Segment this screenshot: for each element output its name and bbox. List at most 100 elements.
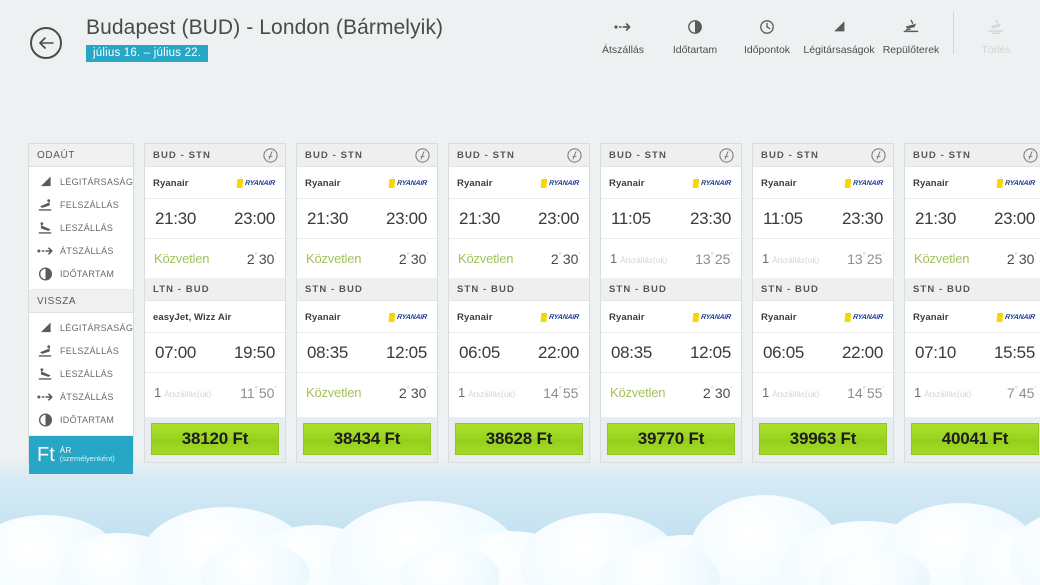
toolbar-item--tsz-ll-s[interactable]: Átszállás	[587, 10, 659, 56]
arrive-time: 23:00	[385, 208, 427, 228]
leg-stops-inbound: Közvetlen 2°30'	[297, 372, 437, 412]
filter-return-lesz-ll-s[interactable]: LESZÁLLÁS	[29, 362, 133, 385]
duration-value: 13°25'	[695, 250, 732, 267]
filter-return-felsz-ll-s[interactable]: FELSZÁLLÁS	[29, 339, 133, 362]
duration-pie-icon	[38, 266, 53, 281]
leg-airline-inbound: Ryanair RYANAIR	[297, 301, 437, 332]
leg-header-inbound: STN - BUD	[905, 278, 1040, 301]
toolbar-item-rep-l-terek[interactable]: Repülőterek	[875, 10, 947, 56]
leg-airline-outbound: Ryanair RYANAIR	[905, 167, 1040, 198]
price-filter-sublabel: (személyenként)	[59, 454, 115, 464]
price-button[interactable]: 38120 Ft	[151, 423, 279, 455]
transfer-arrow-icon	[37, 243, 54, 258]
flight-circle-icon	[1023, 148, 1038, 163]
filter-return-l-git-rsas-g[interactable]: LÉGITÁRSASÁG	[29, 316, 133, 339]
leg-route: STN - BUD	[761, 284, 819, 295]
airline-logo: RYANAIR	[996, 178, 1039, 188]
toolbar-item-id-tartam[interactable]: Időtartam	[659, 10, 731, 56]
leg-header-outbound: BUD - STN	[753, 144, 893, 167]
filter-return-id-tartam[interactable]: IDŐTARTAM	[29, 408, 133, 431]
landing-icon	[37, 220, 54, 235]
cloud-puff	[200, 543, 310, 585]
back-button[interactable]	[30, 27, 62, 59]
leg-times-inbound: 07:10 15:55	[905, 332, 1040, 372]
airline-name: Ryanair	[913, 177, 949, 189]
price-button[interactable]: 38628 Ft	[455, 423, 583, 455]
card-footer: 38434 Ft	[297, 417, 437, 462]
duration-value: 2°30'	[398, 250, 428, 267]
duration-pie-icon	[688, 20, 702, 34]
price-button[interactable]: 38434 Ft	[303, 423, 431, 455]
flight-circle-icon	[719, 148, 734, 163]
tailfin-icon	[834, 21, 845, 32]
leg-airline-inbound: Ryanair RYANAIR	[601, 301, 741, 332]
filter-return--tsz-ll-s[interactable]: ÁTSZÁLLÁS	[29, 385, 133, 408]
flight-card[interactable]: BUD - STN Ryanair RYANAIR 21:30 23:00 Kö…	[448, 143, 590, 463]
back-arrow-icon	[39, 37, 54, 49]
airline-name: Ryanair	[305, 177, 341, 189]
flight-card[interactable]: BUD - STN Ryanair RYANAIR 21:30 23:00 Kö…	[144, 143, 286, 463]
leg-route: BUD - STN	[761, 150, 819, 161]
leg-route: LTN - BUD	[153, 284, 210, 295]
toolbar-item-label: Légitársaságok	[803, 44, 875, 56]
airline-logo: RYANAIR	[540, 178, 583, 188]
leg-stops-outbound: Közvetlen 2°30'	[449, 238, 589, 278]
flight-circle-icon	[415, 148, 430, 163]
takeoff-icon	[38, 344, 52, 357]
tailfin-icon	[37, 174, 54, 189]
airline-logo: RYANAIR	[692, 312, 735, 322]
toolbar-item-l-git-rsas-gok[interactable]: Légitársaságok	[803, 10, 875, 56]
arrive-time: 12:05	[689, 342, 731, 362]
toolbar-item-id-pontok[interactable]: Időpontok	[731, 10, 803, 56]
depart-time: 07:10	[915, 342, 957, 362]
filter-outbound-l-git-rsas-g[interactable]: LÉGITÁRSASÁG	[29, 170, 133, 193]
price-button[interactable]: 40041 Ft	[911, 423, 1039, 455]
leg-airline-inbound: Ryanair RYANAIR	[449, 301, 589, 332]
price-button[interactable]: 39770 Ft	[607, 423, 735, 455]
card-footer: 39770 Ft	[601, 417, 741, 462]
transfer-arrow-icon	[614, 23, 631, 31]
filter-outbound-felsz-ll-s[interactable]: FELSZÁLLÁS	[29, 193, 133, 216]
price-filter-button[interactable]: Ft ÁR (személyenként)	[29, 436, 133, 474]
flight-card[interactable]: BUD - STN Ryanair RYANAIR 21:30 23:00 Kö…	[904, 143, 1040, 463]
takeoff-icon	[37, 343, 54, 358]
tailfin-icon	[40, 322, 51, 332]
price-button[interactable]: 39963 Ft	[759, 423, 887, 455]
filter-row-label: ÁTSZÁLLÁS	[60, 245, 114, 256]
airline-name: Ryanair	[913, 311, 949, 323]
toolbar-item-label: Időtartam	[672, 44, 718, 56]
leg-airline-outbound: Ryanair RYANAIR	[145, 167, 285, 198]
depart-time: 21:30	[307, 208, 349, 228]
flight-card[interactable]: BUD - STN Ryanair RYANAIR 21:30 23:00 Kö…	[296, 143, 438, 463]
card-footer: 40041 Ft	[905, 417, 1040, 462]
filter-outbound--tsz-ll-s[interactable]: ÁTSZÁLLÁS	[29, 239, 133, 262]
header: Budapest (BUD) - London (Bármelyik) júli…	[0, 0, 1040, 72]
stops-label: Átszállás(ok)	[772, 256, 820, 265]
filter-row-label: LÉGITÁRSASÁG	[60, 322, 134, 333]
arrive-time: 12:05	[385, 342, 427, 362]
leg-airline-outbound: Ryanair RYANAIR	[601, 167, 741, 198]
leg-airline-inbound: Ryanair RYANAIR	[753, 301, 893, 332]
airline-logo: RYANAIR	[388, 178, 431, 188]
toolbar-item-label: Időpontok	[743, 44, 791, 56]
leg-header-outbound: BUD - STN	[297, 144, 437, 167]
leg-stops-outbound: Közvetlen 2°30'	[905, 238, 1040, 278]
leg-airline-outbound: Ryanair RYANAIR	[753, 167, 893, 198]
leg-route: BUD - STN	[913, 150, 971, 161]
leg-header-inbound: STN - BUD	[297, 278, 437, 301]
arrive-time: 23:30	[689, 208, 731, 228]
date-range-badge[interactable]: július 16. – július 22.	[86, 45, 209, 62]
leg-stops-outbound: 1 Átszállás(ok) 13°25'	[753, 238, 893, 278]
leg-route: STN - BUD	[913, 284, 971, 295]
leg-stops-outbound: 1 Átszállás(ok) 13°25'	[601, 238, 741, 278]
filter-outbound-id-tartam[interactable]: IDŐTARTAM	[29, 262, 133, 285]
filter-outbound-lesz-ll-s[interactable]: LESZÁLLÁS	[29, 216, 133, 239]
leg-route: STN - BUD	[609, 284, 667, 295]
airline-name: Ryanair	[457, 311, 493, 323]
stops-value: 1 Átszállás(ok)	[154, 385, 212, 400]
leg-stops-outbound: Közvetlen 2°30'	[297, 238, 437, 278]
outbound-filter-rows: LÉGITÁRSASÁG FELSZÁLLÁS LESZÁLLÁS ÁTSZÁL…	[29, 167, 133, 290]
leg-route: BUD - STN	[153, 150, 211, 161]
